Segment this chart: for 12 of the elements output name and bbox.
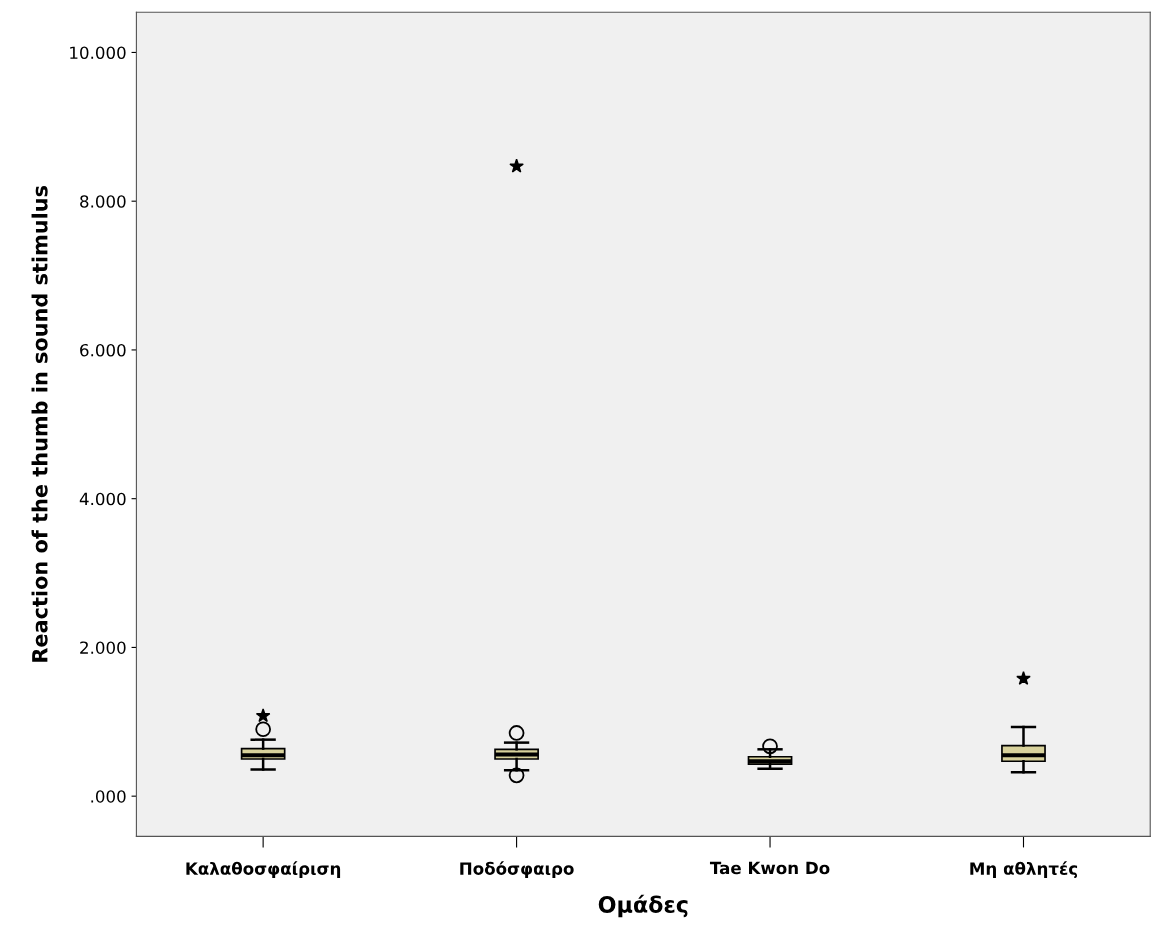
- y-tick-label: 2.000: [80, 641, 126, 654]
- y-tick-label: 4.000: [79, 492, 126, 506]
- x-tick-label: Tae Kwon Do: [709, 861, 830, 875]
- y-tick-label: 10.000: [70, 46, 126, 60]
- y-tick-label: 8.000: [80, 195, 126, 208]
- x-tick-label: Καλαθοσφαίριση: [186, 861, 341, 879]
- x-axis-title: Ομάδες: [598, 894, 688, 918]
- x-tick-label: Ποδόσφαιρο: [460, 861, 574, 879]
- y-tick-label: 6.000: [80, 343, 126, 357]
- x-tick-label: Μη αθλητές: [970, 861, 1078, 879]
- y-axis-title: Reaction of the thumb in sound stimulus: [31, 186, 48, 662]
- y-tick-label: .000: [91, 790, 126, 803]
